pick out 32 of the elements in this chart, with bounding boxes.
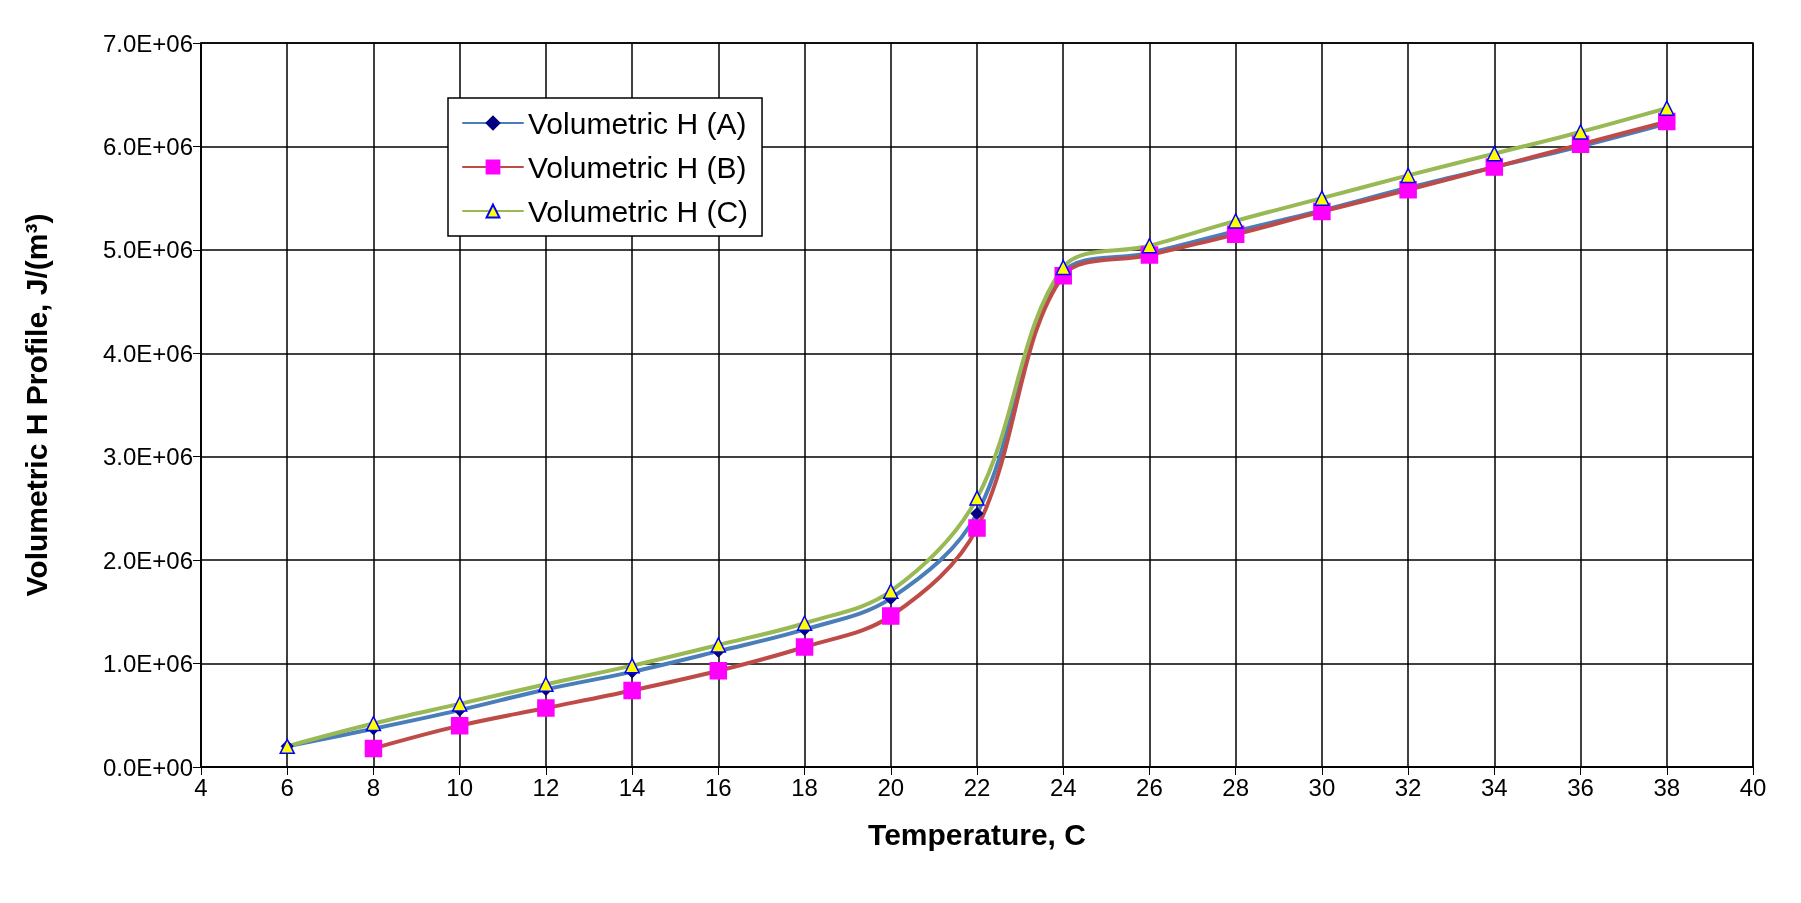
y-tick-label: 1.0E+06 [102,650,193,678]
x-tick-label: 10 [446,773,474,801]
x-tick-label: 24 [1049,773,1077,801]
x-tick-label: 40 [1739,773,1767,801]
x-tick-label: 28 [1222,773,1250,801]
x-tick-label: 18 [791,773,818,801]
x-tick-label: 32 [1394,773,1422,801]
y-tick-label: 3.0E+06 [102,443,193,471]
legend-label: Volumetric H (B) [528,150,747,184]
y-tick-label: 7.0E+06 [102,29,193,57]
x-tick-label: 16 [704,773,732,801]
y-tick-label: 6.0E+06 [102,132,193,160]
x-tick-label: 4 [194,773,208,801]
y-axis-title: Volumetric H Profile, J/(m³) [19,213,53,597]
y-tick-label: 0.0E+00 [102,753,193,781]
x-tick-label: 38 [1653,773,1681,801]
x-tick-label: 22 [963,773,991,801]
x-tick-label: 12 [532,773,560,801]
y-tick-label: 2.0E+06 [102,546,193,574]
legend-label: Volumetric H (A) [528,106,747,140]
legend-label: Volumetric H (C) [528,194,749,228]
y-tick-label: 5.0E+06 [102,236,193,264]
x-tick-label: 26 [1136,773,1163,801]
x-tick-label: 14 [618,773,646,801]
x-tick-label: 20 [877,773,905,801]
x-tick-label: 6 [280,773,294,801]
x-tick-label: 36 [1567,773,1594,801]
x-tick-label: 34 [1480,773,1508,801]
y-tick-label: 4.0E+06 [102,339,193,367]
x-tick-label: 8 [366,773,381,801]
x-axis-title: Temperature, C [868,817,1086,851]
x-tick-label: 30 [1308,773,1336,801]
